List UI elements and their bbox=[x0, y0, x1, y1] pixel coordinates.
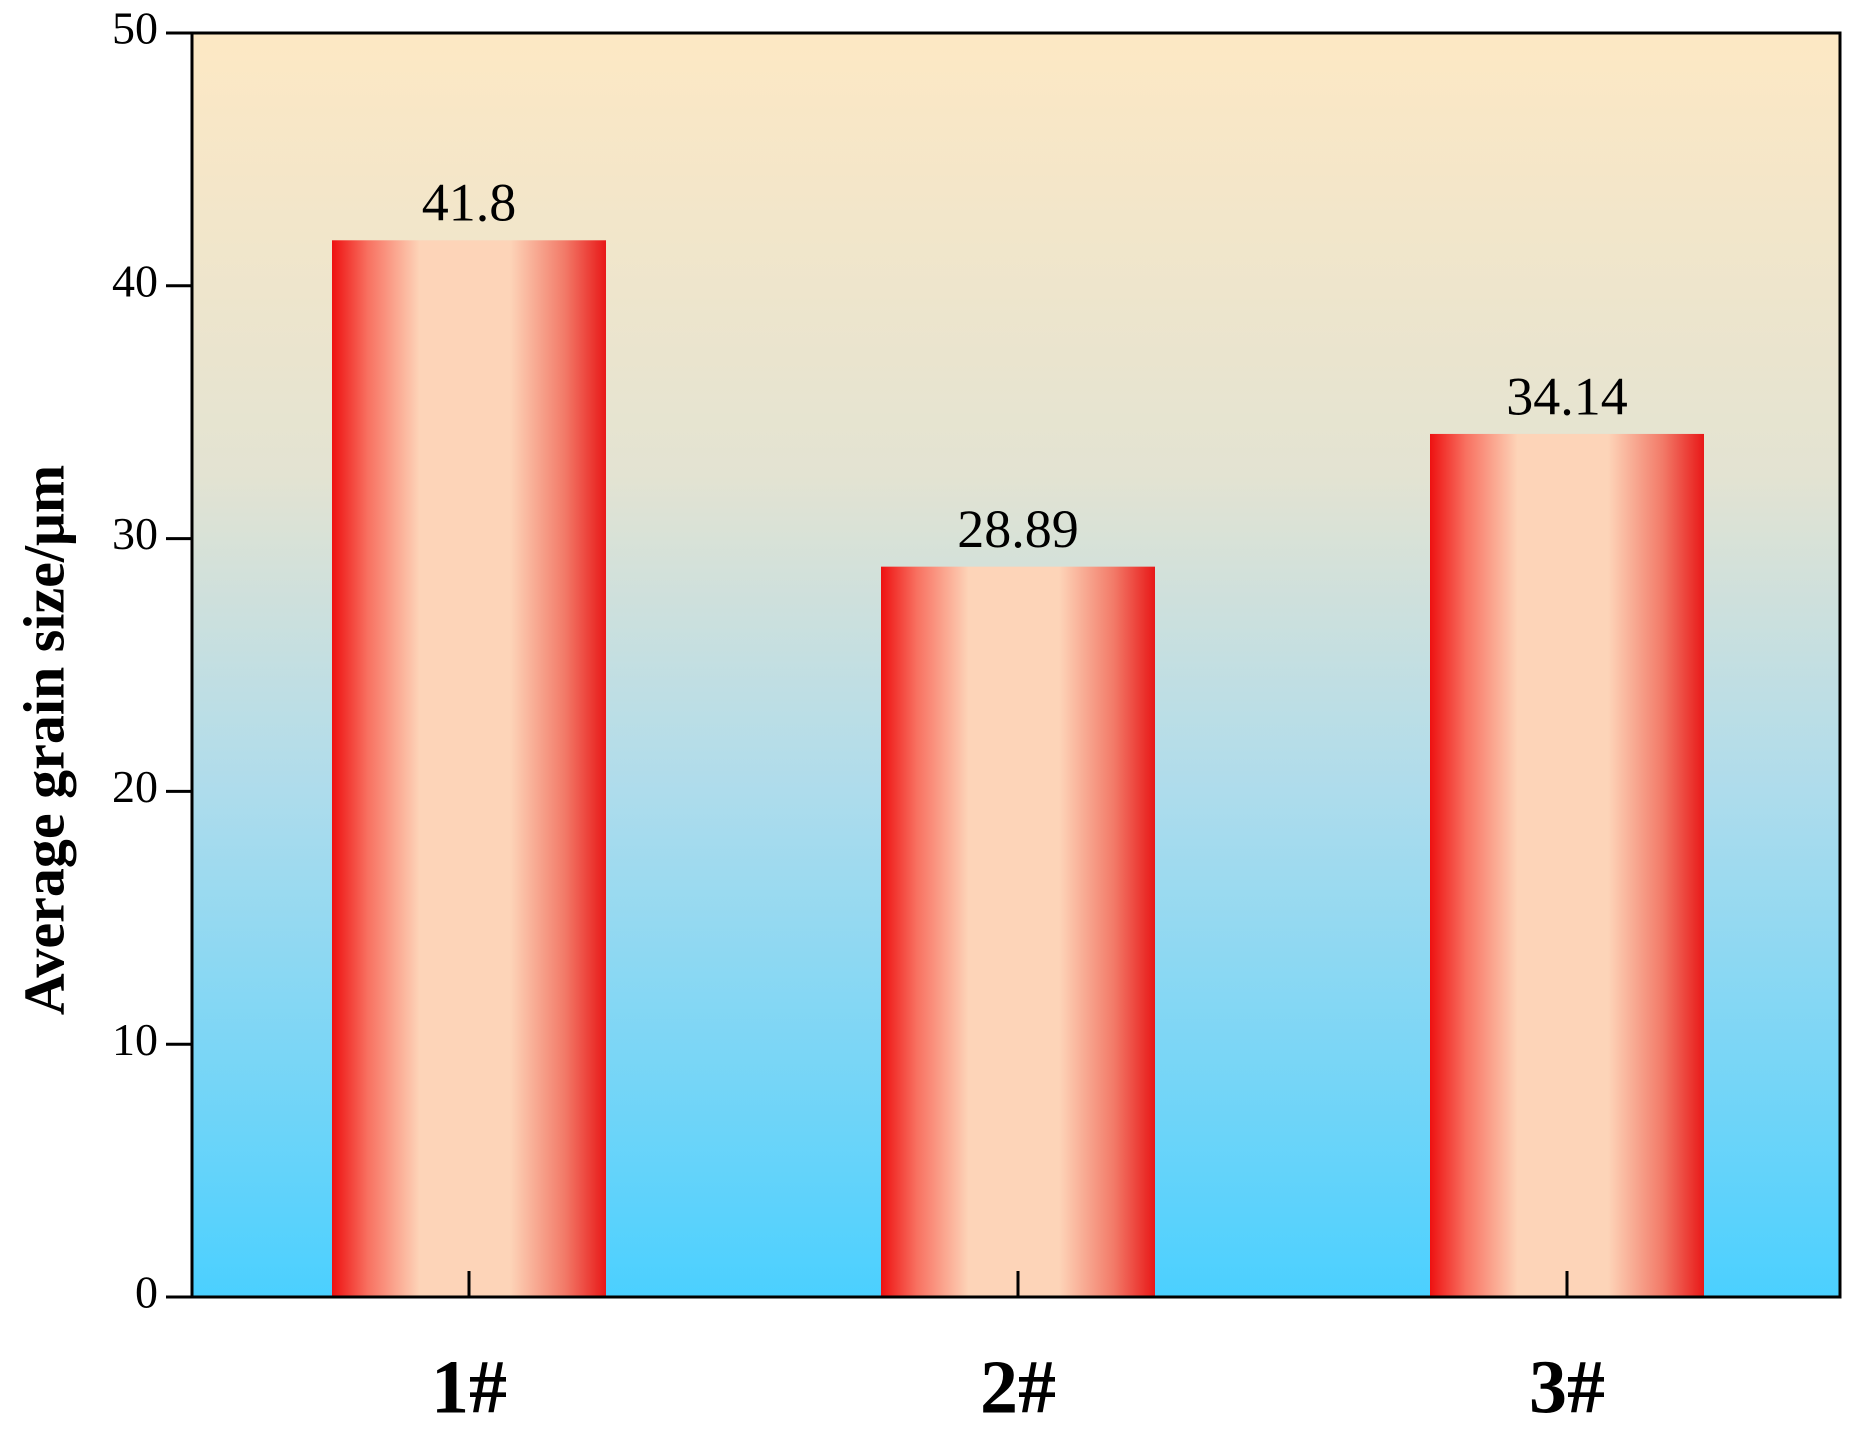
bar bbox=[1430, 433, 1704, 1297]
y-tick-label: 50 bbox=[112, 3, 158, 54]
y-tick-label: 30 bbox=[112, 508, 158, 559]
value-label: 28.89 bbox=[957, 499, 1079, 559]
bar bbox=[332, 240, 606, 1297]
y-tick-label: 20 bbox=[112, 761, 158, 812]
x-tick-label: 2# bbox=[980, 1345, 1056, 1429]
y-tick-label: 0 bbox=[135, 1267, 158, 1318]
value-label: 41.8 bbox=[422, 173, 517, 233]
bar bbox=[881, 566, 1155, 1297]
y-axis-label: Average grain size/μm bbox=[11, 465, 76, 1015]
x-tick-label: 3# bbox=[1529, 1345, 1605, 1429]
plot-frame bbox=[190, 31, 1842, 1299]
plot bbox=[332, 240, 1704, 1297]
value-label: 34.14 bbox=[1506, 366, 1628, 426]
y-tick-label: 10 bbox=[112, 1014, 158, 1065]
y-tick-label: 40 bbox=[112, 255, 158, 306]
x-tick-label: 1# bbox=[431, 1345, 507, 1429]
